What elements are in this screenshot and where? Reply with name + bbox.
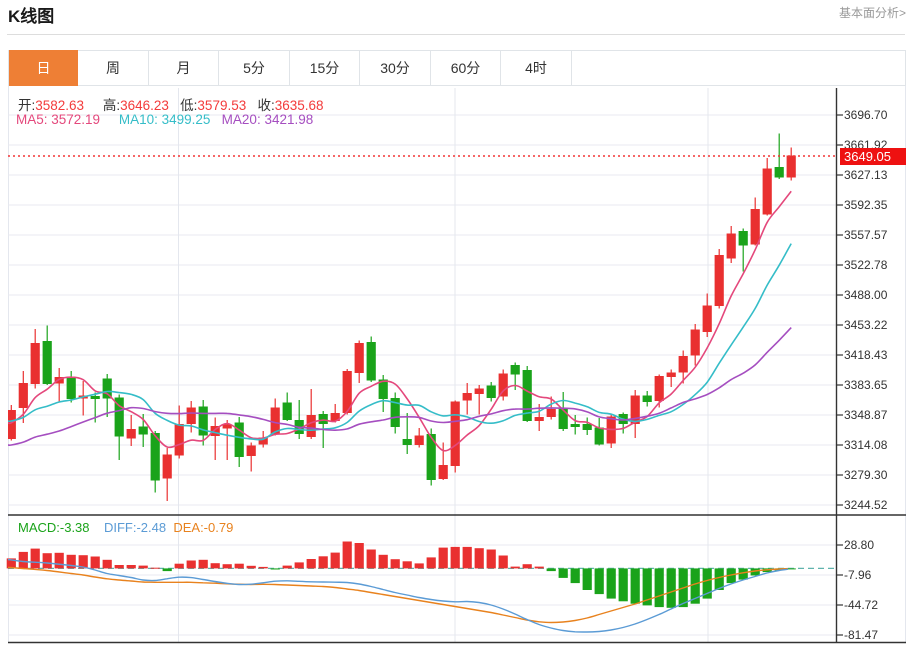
svg-text:3453.22: 3453.22 [844, 318, 888, 332]
svg-text:-7.96: -7.96 [844, 568, 872, 582]
svg-text:3592.35: 3592.35 [844, 198, 888, 212]
svg-text:3557.57: 3557.57 [844, 228, 888, 242]
svg-text:-44.72: -44.72 [844, 598, 878, 612]
svg-text:3522.78: 3522.78 [844, 258, 888, 272]
svg-text:3627.13: 3627.13 [844, 168, 888, 182]
svg-text:3383.65: 3383.65 [844, 378, 888, 392]
svg-text:3418.43: 3418.43 [844, 348, 888, 362]
svg-text:-81.47: -81.47 [844, 628, 878, 642]
svg-text:3279.30: 3279.30 [844, 468, 888, 482]
svg-text:3314.08: 3314.08 [844, 438, 888, 452]
svg-text:28.80: 28.80 [844, 538, 874, 552]
svg-text:3696.70: 3696.70 [844, 108, 888, 122]
svg-text:3649.05: 3649.05 [844, 149, 891, 164]
svg-text:3244.52: 3244.52 [844, 498, 888, 512]
svg-text:3488.00: 3488.00 [844, 288, 888, 302]
svg-text:3348.87: 3348.87 [844, 408, 888, 422]
